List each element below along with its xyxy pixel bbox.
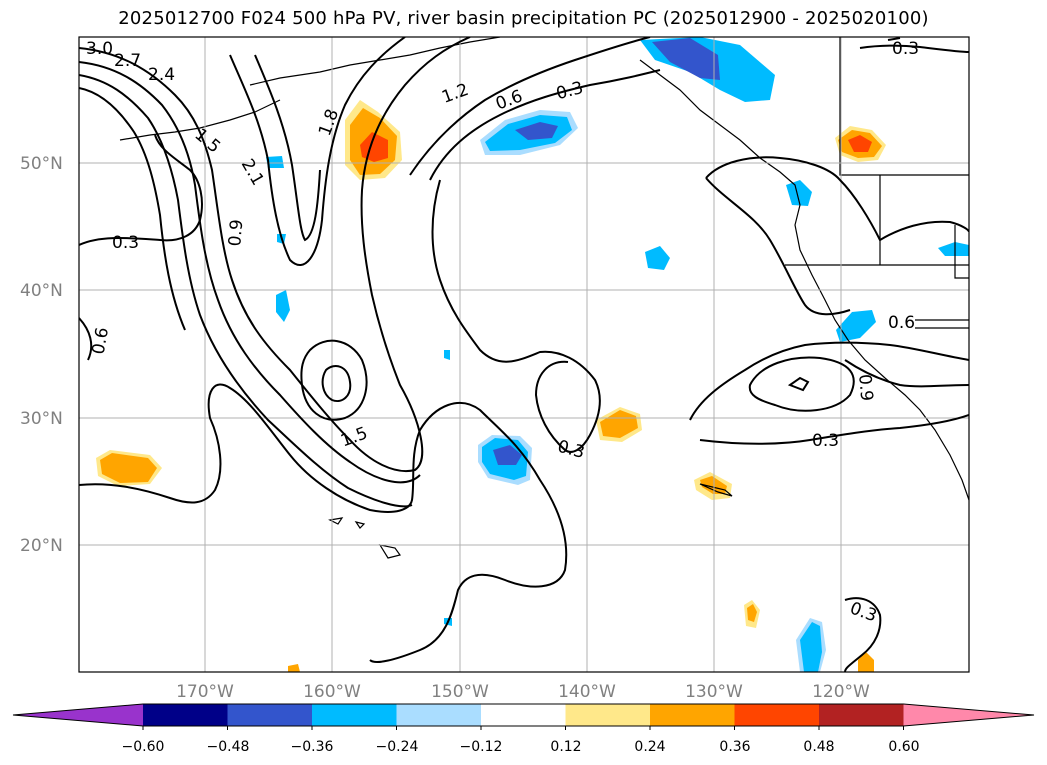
contour-label: 2.4 (148, 65, 175, 85)
lon-label: 120°W (812, 682, 870, 702)
colorbar-tick: 0.12 (550, 739, 581, 755)
colorbar-tick: 0.24 (634, 739, 665, 755)
colorbar-segment (143, 704, 228, 726)
contour-label: 0.3 (812, 431, 839, 451)
lon-label: 170°W (176, 682, 234, 702)
colorbar-tick: 0.36 (719, 739, 750, 755)
colorbar-tick: −0.24 (376, 739, 419, 755)
lat-label: 40°N (20, 281, 63, 301)
colorbar-tick: −0.60 (122, 739, 165, 755)
colorbar-tick: −0.12 (460, 739, 503, 755)
colorbar-segment (819, 704, 904, 726)
colorbar-segment (227, 704, 313, 726)
colorbar-segment (13, 704, 143, 726)
gridlines (79, 37, 969, 672)
contour-label: 0.3 (112, 233, 139, 253)
map-title: 2025012700 F024 500 hPa PV, river basin … (118, 8, 929, 29)
contour-label: 0.9 (225, 218, 247, 247)
colorbar-segment (565, 704, 651, 726)
colorbar-tick: 0.48 (803, 739, 834, 755)
colorbar-ticks: −0.60 −0.48 −0.36 −0.24 −0.12 0.12 0.24 … (122, 739, 920, 755)
contour-label: 0.6 (89, 326, 113, 356)
contour-label: 3.0 (86, 39, 113, 59)
colorbar-segment (903, 704, 1034, 726)
contour-label: 0.6 (888, 313, 915, 333)
precip-shading (96, 37, 969, 672)
contour-label: 0.9 (854, 373, 876, 402)
longitude-labels: 170°W 160°W 150°W 140°W 130°W 120°W (176, 682, 870, 702)
contour-label: 2.7 (114, 51, 141, 71)
plot-frame (78, 36, 970, 673)
lat-label: 20°N (20, 536, 63, 556)
colorbar-tick: −0.48 (207, 739, 250, 755)
colorbar (12, 703, 1035, 730)
colorbar-tick: 0.60 (888, 739, 919, 755)
colorbar-segment (396, 704, 482, 726)
contour-label: 0.3 (892, 39, 919, 59)
colorbar-segment (481, 704, 566, 726)
colorbar-segment (650, 704, 735, 726)
colorbar-segment (312, 704, 397, 726)
lon-label: 150°W (431, 682, 489, 702)
lon-label: 140°W (558, 682, 616, 702)
lat-label: 30°N (20, 409, 63, 429)
pv-contours (79, 37, 969, 672)
colorbar-tick: −0.36 (291, 739, 334, 755)
lon-label: 160°W (303, 682, 361, 702)
lon-label: 130°W (685, 682, 743, 702)
colorbar-segment (734, 704, 820, 726)
latitude-labels: 50°N 40°N 30°N 20°N (20, 154, 63, 556)
lat-label: 50°N (20, 154, 63, 174)
